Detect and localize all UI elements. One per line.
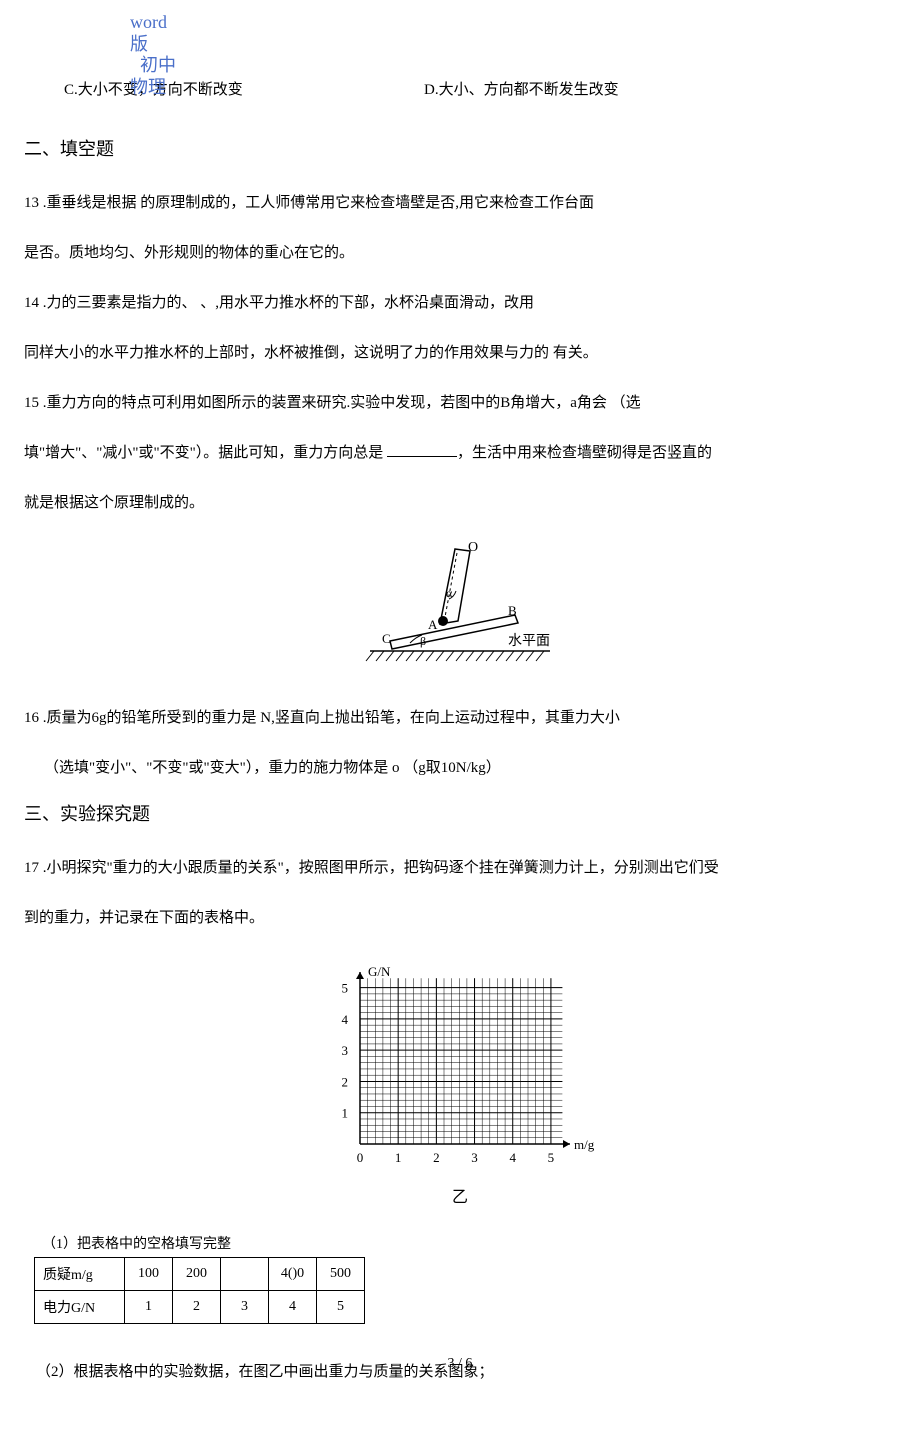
table-row: 电力G/N 1 2 3 4 5 (35, 1291, 365, 1324)
q17-line2: 到的重力，并记录在下面的表格中。 (24, 900, 896, 936)
blank-fill (387, 442, 457, 457)
svg-text:3: 3 (342, 1043, 349, 1058)
chart-caption: 乙 (24, 1183, 896, 1207)
svg-text:1: 1 (395, 1150, 402, 1165)
row2-header: 电力G/N (35, 1291, 125, 1324)
watermark-line1: word (130, 12, 176, 34)
watermark-line3: 初中 (140, 55, 176, 77)
page-footer: 3 / 6 (0, 1356, 920, 1372)
label-B: B (508, 603, 517, 618)
cell (221, 1258, 269, 1291)
label-alpha: α (446, 586, 453, 600)
svg-text:m/g: m/g (574, 1137, 595, 1152)
svg-text:2: 2 (342, 1074, 349, 1089)
watermark: word 版 初中 物理 (130, 12, 176, 98)
label-ground: 水平面 (508, 633, 550, 649)
figure-1: O A B C α β 水平面 (24, 539, 896, 674)
q15-line2a: 填"增大"、"减小"或"不变"）。据此可知，重力方向总是 (24, 445, 387, 461)
cell: 4()0 (269, 1258, 317, 1291)
svg-text:G/N: G/N (368, 964, 391, 979)
cell: 4 (269, 1291, 317, 1324)
label-beta: β (420, 634, 426, 648)
option-d: D.大小、方向都不断发生改变 (424, 78, 619, 99)
svg-text:1: 1 (342, 1106, 349, 1121)
cell: 100 (125, 1258, 173, 1291)
cell: 200 (173, 1258, 221, 1291)
option-c: C.大小不变，方向不断改变 (64, 78, 424, 99)
q16-line2: （选填"变小"、"不变"或"变大"），重力的施力物体是 o （g取10N/kg） (24, 750, 896, 786)
q15-line1: 15 .重力方向的特点可利用如图所示的装置来研究.实验中发现，若图中的B角增大，… (24, 385, 896, 421)
cell: 3 (221, 1291, 269, 1324)
cell: 5 (317, 1291, 365, 1324)
watermark-line2: 版 (130, 34, 176, 56)
svg-text:4: 4 (509, 1150, 516, 1165)
content: C.大小不变，方向不断改变 D.大小、方向都不断发生改变 二、填空题 13 .重… (24, 0, 896, 1390)
q16-line1: 16 .质量为6g的铅笔所受到的重力是 N,竖直向上抛出铅笔，在向上运动过程中，… (24, 700, 896, 736)
svg-text:4: 4 (342, 1012, 349, 1027)
q15-line2: 填"增大"、"减小"或"不变"）。据此可知，重力方向总是 ，生活中用来检查墙壁砌… (24, 435, 896, 471)
cell: 500 (317, 1258, 365, 1291)
svg-text:5: 5 (342, 981, 349, 996)
section-3-title: 三、实验探究题 (24, 800, 896, 826)
q13-line1: 13 .重垂线是根据 的原理制成的，工人师傅常用它来检查墙壁是否,用它来检查工作… (24, 185, 896, 221)
label-O: O (468, 540, 478, 555)
chart-figure: 0 1 2 3 4 5 1 2 3 4 5 G/N m/g 乙 (24, 954, 896, 1207)
svg-text:5: 5 (548, 1150, 555, 1165)
svg-text:2: 2 (433, 1150, 440, 1165)
table-wrap: （1）把表格中的空格填写完整 质疑m/g 100 200 4()0 500 电力… (34, 1233, 896, 1324)
q15-line3: 就是根据这个原理制成的。 (24, 485, 896, 521)
svg-text:3: 3 (471, 1150, 478, 1165)
watermark-line4: 物理 (130, 77, 176, 99)
grid-chart: 0 1 2 3 4 5 1 2 3 4 5 G/N m/g (310, 954, 610, 1174)
device-diagram: O A B C α β 水平面 (350, 539, 570, 669)
cell: 1 (125, 1291, 173, 1324)
q13-line2: 是否。质地均匀、外形规则的物体的重心在它的。 (24, 235, 896, 271)
table-caption: （1）把表格中的空格填写完整 (42, 1233, 896, 1253)
q17-line1: 17 .小明探究"重力的大小跟质量的关系"，按照图甲所示，把钩码逐个挂在弹簧测力… (24, 850, 896, 886)
row1-header: 质疑m/g (35, 1258, 125, 1291)
data-table: 质疑m/g 100 200 4()0 500 电力G/N 1 2 3 4 5 (34, 1257, 365, 1324)
q14-line2: 同样大小的水平力推水杯的上部时，水杯被推倒，这说明了力的作用效果与力的 有关。 (24, 335, 896, 371)
label-A: A (428, 617, 438, 632)
svg-text:0: 0 (357, 1150, 364, 1165)
cell: 2 (173, 1291, 221, 1324)
q15-line2b: ，生活中用来检查墙壁砌得是否竖直的 (457, 445, 712, 461)
label-C: C (382, 631, 391, 646)
table-row: 质疑m/g 100 200 4()0 500 (35, 1258, 365, 1291)
section-2-title: 二、填空题 (24, 135, 896, 161)
q14-line1: 14 .力的三要素是指力的、 、,用水平力推水杯的下部，水杯沿桌面滑动，改用 (24, 285, 896, 321)
